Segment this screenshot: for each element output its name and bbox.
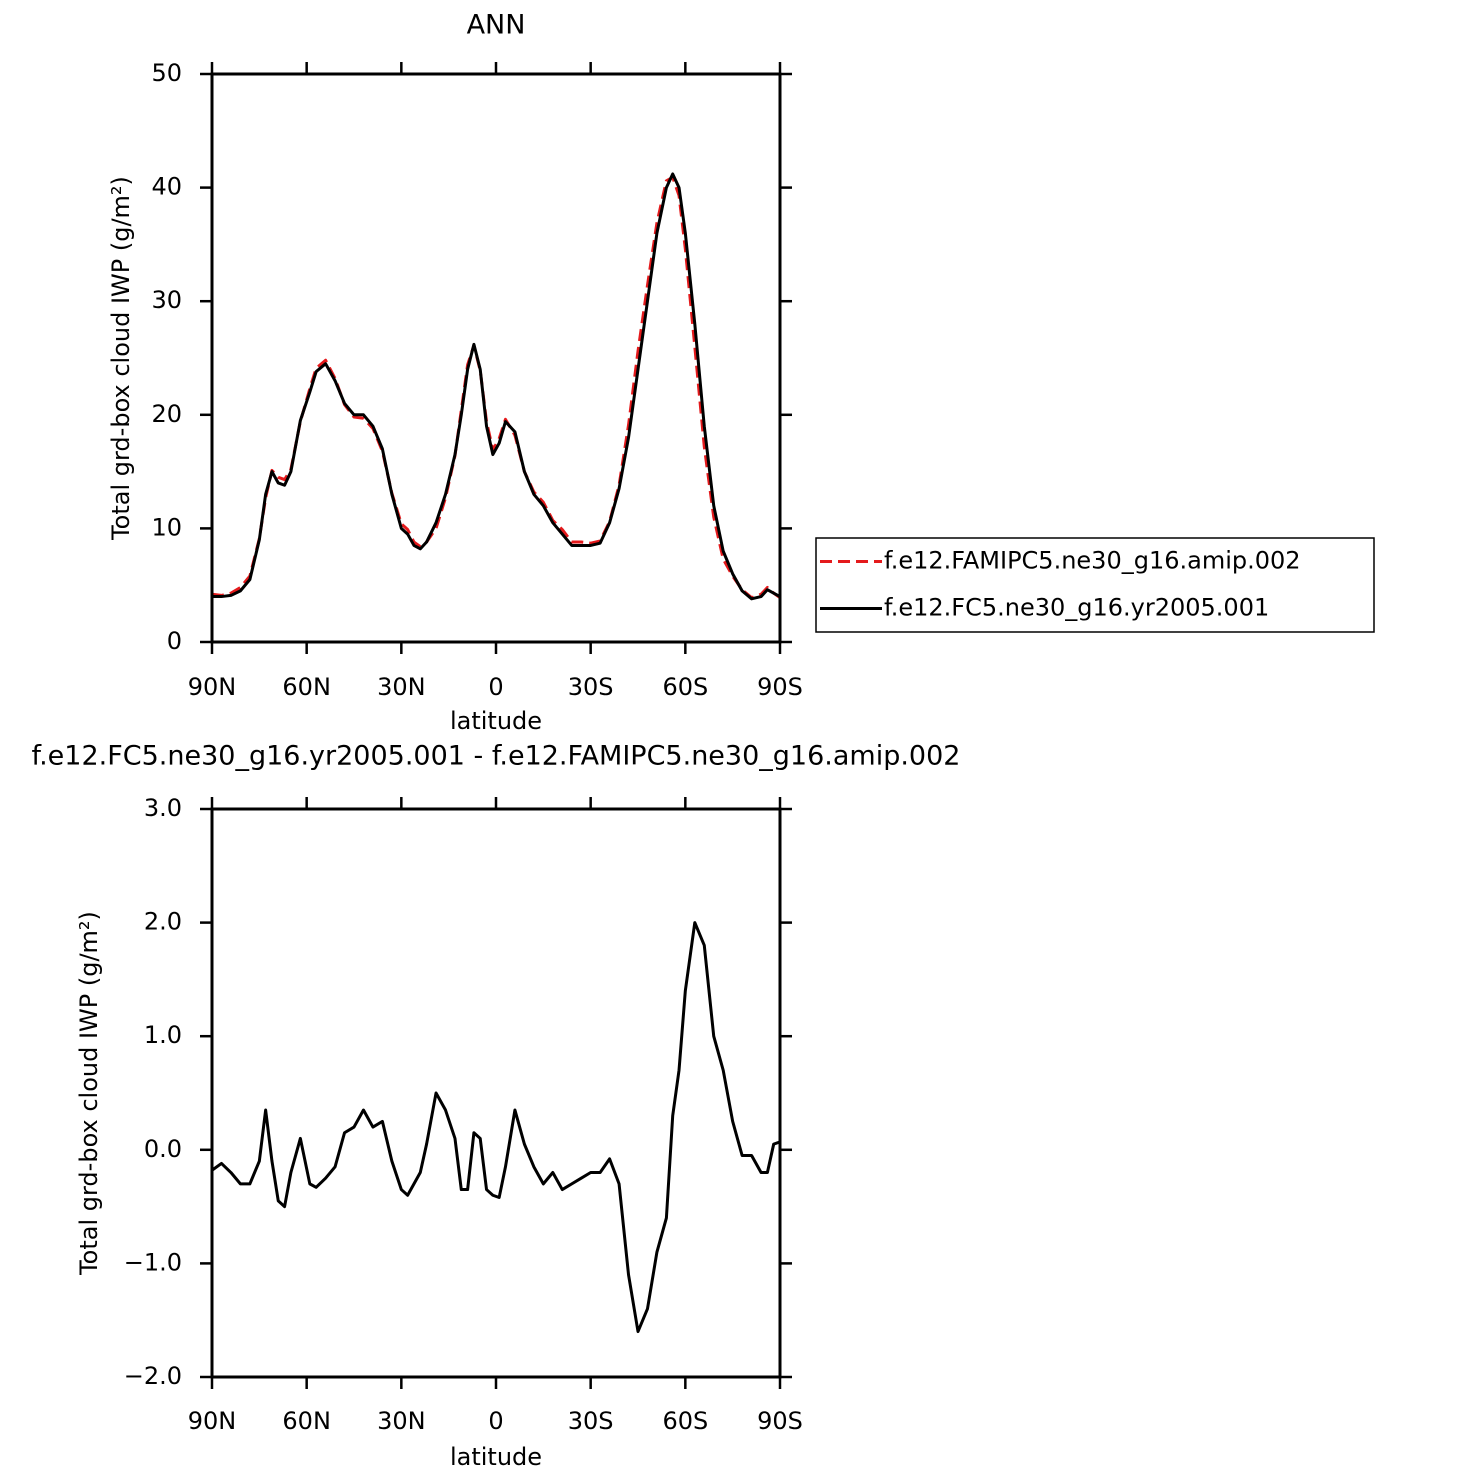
y-tick-label: 1.0 [144,1021,182,1049]
y-axis-label: Total grd-box cloud IWP (g/m²) [107,176,135,541]
x-tick-label: 30S [568,673,614,701]
y-tick-label: 2.0 [144,908,182,936]
y-tick-label: 10 [151,513,182,541]
y-tick-label: 0 [167,627,182,655]
y-tick-label: 20 [151,400,182,428]
x-axis-label: latitude [450,1443,542,1471]
x-tick-label: 90S [757,673,803,701]
x-tick-label: 30N [377,1407,426,1435]
chart-title: f.e12.FC5.ne30_g16.yr2005.001 - f.e12.FA… [32,741,961,772]
data-line [212,172,780,601]
data-line [212,921,780,1334]
x-tick-label: 90N [188,673,237,701]
y-tick-label: 30 [151,286,182,314]
x-tick-label: 60S [662,673,708,701]
legend-label: f.e12.FAMIPC5.ne30_g16.amip.002 [884,547,1301,575]
x-tick-label: 60N [282,1407,331,1435]
y-tick-label: 0.0 [144,1135,182,1163]
x-tick-label: 30N [377,673,426,701]
y-tick-label: −2.0 [124,1362,182,1390]
legend-box [815,537,1375,633]
x-axis-label: latitude [450,707,542,735]
chart-title: ANN [467,10,526,41]
x-tick-label: 30S [568,1407,614,1435]
panel: f.e12.FC5.ne30_g16.yr2005.001 - f.e12.FA… [32,741,961,1472]
data-line [212,175,780,600]
plot-frame [210,807,782,1379]
legend-label: f.e12.FC5.ne30_g16.yr2005.001 [884,594,1269,622]
y-tick-label: 40 [151,173,182,201]
x-tick-label: 60N [282,673,331,701]
y-tick-label: 3.0 [144,794,182,822]
y-tick-label: −1.0 [124,1248,182,1276]
y-tick-label: 50 [151,59,182,87]
y-axis-label: Total grd-box cloud IWP (g/m²) [75,911,103,1276]
x-tick-label: 0 [488,1407,503,1435]
x-tick-label: 90N [188,1407,237,1435]
x-tick-label: 60S [662,1407,708,1435]
x-tick-label: 90S [757,1407,803,1435]
x-tick-label: 0 [488,673,503,701]
panel: ANN latitude Total grd-box cloud IWP (g/m²… [107,10,1375,735]
